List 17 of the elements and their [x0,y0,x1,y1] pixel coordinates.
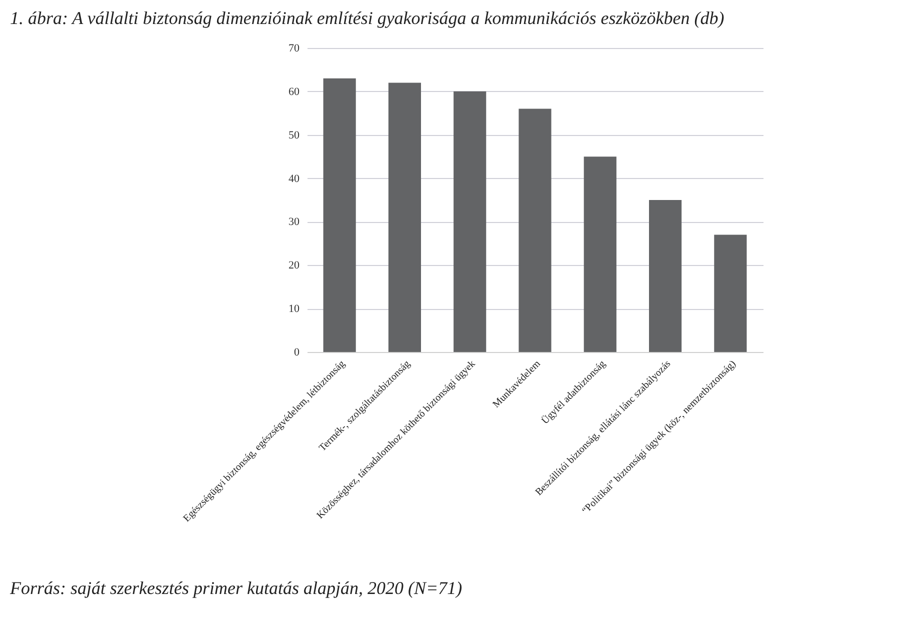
y-tick-label: 0 [294,346,300,358]
bar [323,78,356,352]
bar [649,200,682,352]
text: Forrás: saját szerkesztés primer kutatás alapján, 2020 (N=71) [10,578,462,599]
bar [714,234,747,352]
y-tick-label: 50 [288,129,300,142]
y-tick-label: 70 [288,42,300,54]
bar [584,156,616,352]
chart-title: 1. ábra: A vállalti biztonság dimenzióinak említési gyakorisága a kommunikációs eszközökben (db) [10,8,724,29]
y-tick-label: 20 [288,260,300,272]
y-tick-label: 40 [288,172,300,185]
y-tick-label: 10 [288,303,300,316]
bar [454,91,486,352]
y-tick-label: 60 [288,86,300,98]
y-tick-label: 30 [288,216,300,228]
bar [518,108,552,352]
bar [388,82,421,352]
